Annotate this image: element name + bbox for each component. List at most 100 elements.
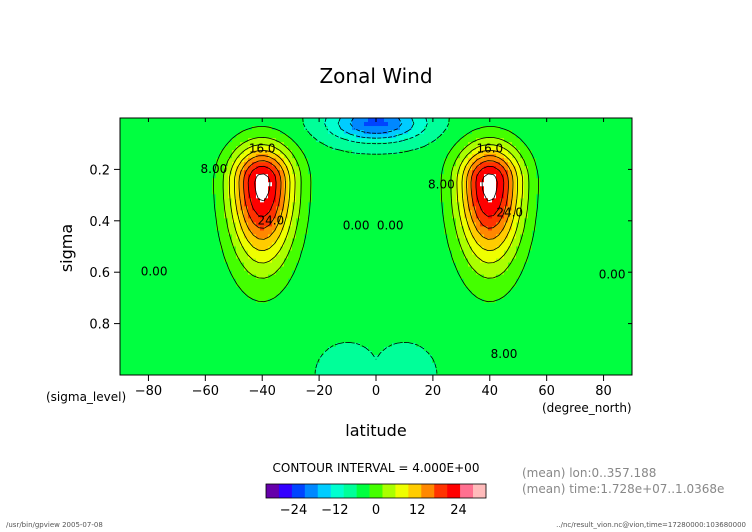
field-cell	[412, 206, 417, 211]
field-cell	[184, 318, 189, 324]
field-cell	[236, 138, 241, 143]
field-cell	[368, 350, 373, 356]
field-cell	[400, 370, 405, 375]
field-cell	[408, 198, 413, 203]
field-cell	[376, 158, 381, 163]
field-cell	[252, 158, 257, 163]
field-cell	[192, 334, 197, 340]
field-cell	[156, 322, 161, 328]
field-cell	[180, 298, 185, 304]
field-cell	[160, 282, 165, 288]
field-cell	[284, 338, 289, 344]
field-cell	[212, 278, 217, 284]
field-cell	[352, 142, 357, 147]
field-cell	[256, 342, 261, 348]
field-cell	[356, 318, 361, 324]
field-cell	[268, 238, 273, 244]
field-cell	[232, 154, 237, 159]
field-cell	[364, 270, 369, 276]
field-cell	[272, 194, 277, 199]
field-cell	[348, 342, 353, 348]
field-cell	[204, 350, 209, 356]
field-cell	[152, 226, 157, 232]
field-cell	[396, 242, 401, 248]
field-cell	[380, 278, 385, 284]
field-cell	[320, 226, 325, 232]
field-cell	[128, 142, 133, 147]
field-cell	[208, 134, 213, 139]
field-cell	[124, 258, 129, 264]
field-cell	[312, 182, 317, 187]
field-cell	[356, 330, 361, 336]
field-cell	[180, 170, 185, 175]
field-cell	[244, 266, 249, 272]
field-cell	[324, 154, 329, 159]
field-cell	[404, 122, 409, 127]
field-cell	[136, 322, 141, 328]
field-cell	[292, 310, 297, 316]
field-cell	[224, 342, 229, 348]
field-cell	[184, 362, 189, 368]
field-cell	[396, 350, 401, 356]
field-cell	[184, 322, 189, 328]
field-cell	[292, 210, 297, 215]
field-cell	[392, 190, 397, 195]
field-cell	[124, 314, 129, 320]
field-cell	[244, 118, 249, 123]
field-cell	[388, 142, 393, 147]
field-cell	[124, 262, 129, 268]
field-cell	[224, 230, 229, 236]
field-cell	[308, 350, 313, 356]
field-cell	[276, 166, 281, 171]
field-cell	[184, 314, 189, 320]
field-cell	[336, 318, 341, 324]
field-cell	[184, 158, 189, 163]
field-cell	[344, 262, 349, 268]
field-cell	[252, 346, 257, 352]
field-cell	[364, 170, 369, 175]
field-cell	[364, 138, 369, 143]
field-cell	[180, 242, 185, 248]
field-cell	[416, 118, 421, 123]
field-cell	[248, 166, 253, 171]
field-cell	[164, 298, 169, 304]
field-cell	[352, 326, 357, 332]
field-cell	[232, 330, 237, 336]
field-cell	[280, 306, 285, 312]
field-cell	[400, 298, 405, 304]
field-cell	[188, 282, 193, 288]
field-cell	[160, 346, 165, 352]
field-cell	[140, 306, 145, 312]
field-cell	[344, 278, 349, 284]
field-cell	[332, 310, 337, 316]
field-cell	[204, 142, 209, 147]
field-cell	[316, 326, 321, 332]
field-cell	[352, 298, 357, 304]
field-cell	[348, 310, 353, 316]
field-cell	[408, 346, 413, 352]
field-cell	[208, 258, 213, 264]
field-cell	[164, 134, 169, 139]
field-cell	[224, 118, 229, 123]
field-cell	[404, 278, 409, 284]
field-cell	[240, 282, 245, 288]
field-cell	[360, 158, 365, 163]
field-cell	[340, 266, 345, 272]
field-cell	[416, 306, 421, 312]
field-cell	[288, 358, 293, 364]
field-cell	[412, 226, 417, 232]
field-cell	[412, 202, 417, 207]
field-cell	[128, 370, 133, 375]
field-cell	[176, 278, 181, 284]
field-cell	[124, 214, 129, 219]
field-cell	[140, 170, 145, 175]
field-cell	[152, 202, 157, 207]
field-cell	[320, 262, 325, 268]
field-cell	[424, 170, 429, 175]
field-cell	[148, 154, 153, 159]
field-cell	[216, 322, 221, 328]
field-cell	[224, 222, 229, 228]
field-cell	[156, 146, 161, 151]
field-cell	[376, 130, 381, 135]
field-cell	[252, 370, 257, 375]
